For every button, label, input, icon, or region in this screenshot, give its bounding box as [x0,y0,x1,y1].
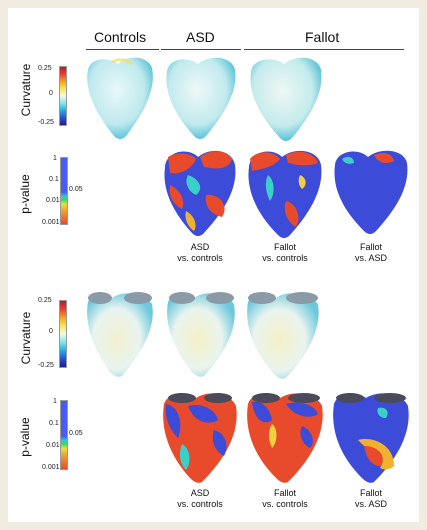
p-tick-3-2: 0.01 [46,442,60,449]
pvalue-colorbar-1 [60,157,68,225]
caption-fallot-vs-asd-1: Fallot vs. ASD [330,242,412,264]
p-tick-2-1: 0.1 [49,176,59,183]
p-threshold-1: 0.05 [69,186,83,193]
header-controls-line [86,49,159,50]
caption-line2: vs. ASD [354,253,387,263]
pvalue-label-1: p-value [18,174,32,214]
heart-asd-1 [166,57,236,139]
curv-tick-top-2: 0.25 [38,297,52,304]
p-tick-1-1: 1 [53,155,57,162]
caption-fallot-vs-controls-2: Fallot vs. controls [242,488,328,510]
caption-line1: ASD [190,488,210,498]
caption-line1: Fallot [359,488,382,498]
curvature-colorbar-1 [59,66,67,126]
curvature-colorbar-2 [59,300,67,368]
heart-controls-1 [87,57,153,140]
p-tick-3-1: 0.01 [46,197,60,204]
caption-asd-vs-controls-1: ASD vs. controls [160,242,240,264]
curvature-label-1: Curvature [19,63,33,117]
caption-fallot-vs-controls-1: Fallot vs. controls [244,242,326,264]
p-tick-1-2: 1 [53,398,57,405]
figure-panel: Controls ASD Fallot Curvature 0.25 0 -0.… [8,8,419,522]
curv-tick-top-1: 0.25 [38,65,52,72]
caption-line2: vs. controls [262,253,308,263]
heart-fallot-2 [247,292,319,379]
heart-fallot-vs-asd-1 [334,150,408,234]
p-tick-2-2: 0.1 [49,420,59,427]
header-fallot-line [244,49,404,50]
caption-line1: Fallot [273,242,296,252]
header-asd-line [161,49,241,50]
caption-asd-vs-controls-2: ASD vs. controls [158,488,242,510]
curv-tick-mid-1: 0 [49,90,53,97]
curvature-label-2: Curvature [19,311,33,365]
pvalue-label-2: p-value [18,417,32,457]
heart-fallot-vs-asd-2 [333,393,409,483]
caption-line1: ASD [190,242,210,252]
heart-asd-vs-controls-1 [164,150,236,236]
caption-line2: vs. controls [177,499,223,509]
heart-asd-vs-controls-2 [163,393,237,483]
header-fallot: Fallot [305,29,340,45]
curv-tick-bottom-1: -0.25 [38,119,54,126]
caption-fallot-vs-asd-2: Fallot vs. ASD [328,488,414,510]
heart-fallot-vs-controls-2 [247,393,323,483]
curv-tick-mid-2: 0 [49,328,53,335]
pvalue-colorbar-2 [60,400,68,470]
caption-line1: Fallot [273,488,296,498]
caption-line1: Fallot [359,242,382,252]
caption-line2: vs. controls [262,499,308,509]
heart-controls-2 [87,292,153,377]
p-threshold-2: 0.05 [69,430,83,437]
header-controls: Controls [94,29,147,45]
header-asd: ASD [186,29,215,45]
heart-fallot-1 [250,57,322,141]
caption-line2: vs. controls [177,253,223,263]
curv-tick-bottom-2: -0.25 [38,362,54,369]
heart-asd-2 [167,292,235,377]
p-tick-4-2: 0.001 [42,464,60,471]
p-tick-4-1: 0.001 [42,219,60,226]
caption-line2: vs. ASD [354,499,387,509]
heart-fallot-vs-controls-1 [248,150,322,238]
